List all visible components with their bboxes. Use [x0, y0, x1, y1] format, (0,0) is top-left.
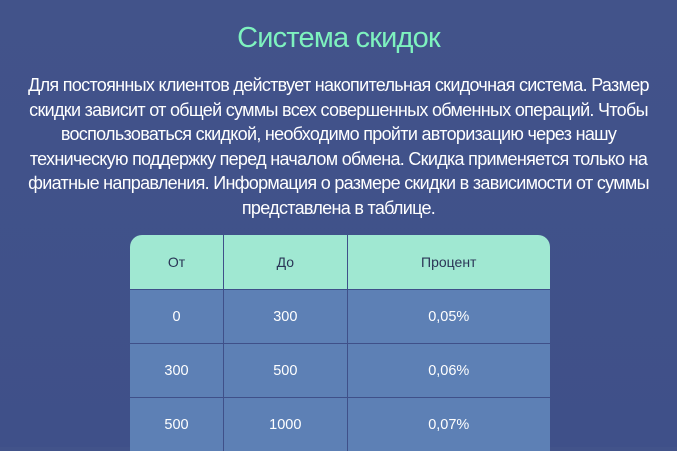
- discount-table: От До Процент 0 300 0,05% 300 500 0,06% …: [130, 235, 550, 451]
- cell-percent: 0,07%: [347, 398, 550, 451]
- description: Для постоянных клиентов действует накопи…: [0, 73, 677, 220]
- header-to: До: [224, 235, 348, 290]
- description-line: скидки зависит от общей суммы всех совер…: [0, 98, 677, 123]
- cell-percent: 0,05%: [347, 290, 550, 344]
- cell-from: 300: [130, 344, 224, 398]
- description-line: техническую поддержку перед началом обме…: [0, 147, 677, 172]
- page-title: Система скидок: [0, 22, 677, 55]
- table-header-row: От До Процент: [130, 235, 550, 290]
- cell-from: 0: [130, 290, 224, 344]
- table-row: 300 500 0,06%: [130, 344, 550, 398]
- cell-percent: 0,06%: [347, 344, 550, 398]
- header-percent: Процент: [347, 235, 550, 290]
- header-from: От: [130, 235, 224, 290]
- cell-to: 500: [224, 344, 348, 398]
- cell-to: 1000: [224, 398, 348, 451]
- table-row: 500 1000 0,07%: [130, 398, 550, 451]
- cell-to: 300: [224, 290, 348, 344]
- description-line: представлена в таблице.: [0, 196, 677, 221]
- description-line: воспользоваться скидкой, необходимо прой…: [0, 122, 677, 147]
- description-line: фиатные направления. Информация о размер…: [0, 171, 677, 196]
- cell-from: 500: [130, 398, 224, 451]
- description-line: Для постоянных клиентов действует накопи…: [0, 73, 677, 98]
- table-row: 0 300 0,05%: [130, 290, 550, 344]
